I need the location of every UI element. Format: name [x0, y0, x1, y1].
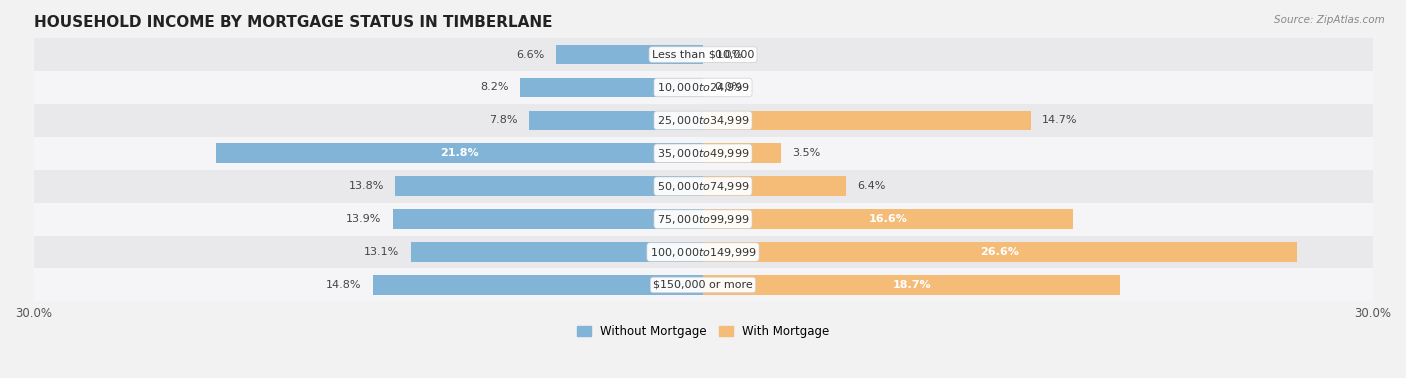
Text: $25,000 to $34,999: $25,000 to $34,999	[657, 114, 749, 127]
Bar	[703, 275, 1121, 295]
Bar	[520, 77, 703, 98]
Bar	[34, 170, 1372, 203]
Text: Source: ZipAtlas.com: Source: ZipAtlas.com	[1274, 15, 1385, 25]
Text: 18.7%: 18.7%	[893, 280, 931, 290]
Text: $50,000 to $74,999: $50,000 to $74,999	[657, 180, 749, 193]
Bar	[392, 209, 703, 229]
Bar	[555, 45, 703, 64]
Text: $35,000 to $49,999: $35,000 to $49,999	[657, 147, 749, 160]
Bar	[34, 38, 1372, 71]
Text: 16.6%: 16.6%	[869, 214, 908, 224]
Text: Less than $10,000: Less than $10,000	[652, 50, 754, 60]
Text: 13.1%: 13.1%	[364, 247, 399, 257]
Text: 3.5%: 3.5%	[792, 148, 821, 158]
Text: 8.2%: 8.2%	[481, 82, 509, 93]
Bar	[34, 203, 1372, 235]
Bar	[703, 143, 782, 163]
Bar	[395, 176, 703, 196]
Text: $75,000 to $99,999: $75,000 to $99,999	[657, 212, 749, 226]
Bar	[529, 110, 703, 130]
Bar	[34, 235, 1372, 268]
Text: $100,000 to $149,999: $100,000 to $149,999	[650, 246, 756, 259]
Text: 26.6%: 26.6%	[980, 247, 1019, 257]
Text: 6.4%: 6.4%	[858, 181, 886, 191]
Text: 14.7%: 14.7%	[1042, 115, 1078, 125]
Bar	[34, 104, 1372, 137]
Bar	[703, 242, 1296, 262]
Bar	[411, 242, 703, 262]
Bar	[703, 209, 1073, 229]
Text: $10,000 to $24,999: $10,000 to $24,999	[657, 81, 749, 94]
Text: 13.9%: 13.9%	[346, 214, 381, 224]
Text: HOUSEHOLD INCOME BY MORTGAGE STATUS IN TIMBERLANE: HOUSEHOLD INCOME BY MORTGAGE STATUS IN T…	[34, 15, 553, 30]
Bar	[703, 176, 846, 196]
Text: 6.6%: 6.6%	[516, 50, 544, 60]
Text: 13.8%: 13.8%	[349, 181, 384, 191]
Legend: Without Mortgage, With Mortgage: Without Mortgage, With Mortgage	[572, 321, 834, 343]
Bar	[34, 71, 1372, 104]
Text: $150,000 or more: $150,000 or more	[654, 280, 752, 290]
Text: 7.8%: 7.8%	[489, 115, 517, 125]
Text: 0.0%: 0.0%	[714, 50, 742, 60]
Text: 21.8%: 21.8%	[440, 148, 479, 158]
Bar	[34, 137, 1372, 170]
Text: 14.8%: 14.8%	[326, 280, 361, 290]
Text: 0.0%: 0.0%	[714, 82, 742, 93]
Bar	[34, 268, 1372, 301]
Bar	[703, 110, 1031, 130]
Bar	[373, 275, 703, 295]
Bar	[217, 143, 703, 163]
